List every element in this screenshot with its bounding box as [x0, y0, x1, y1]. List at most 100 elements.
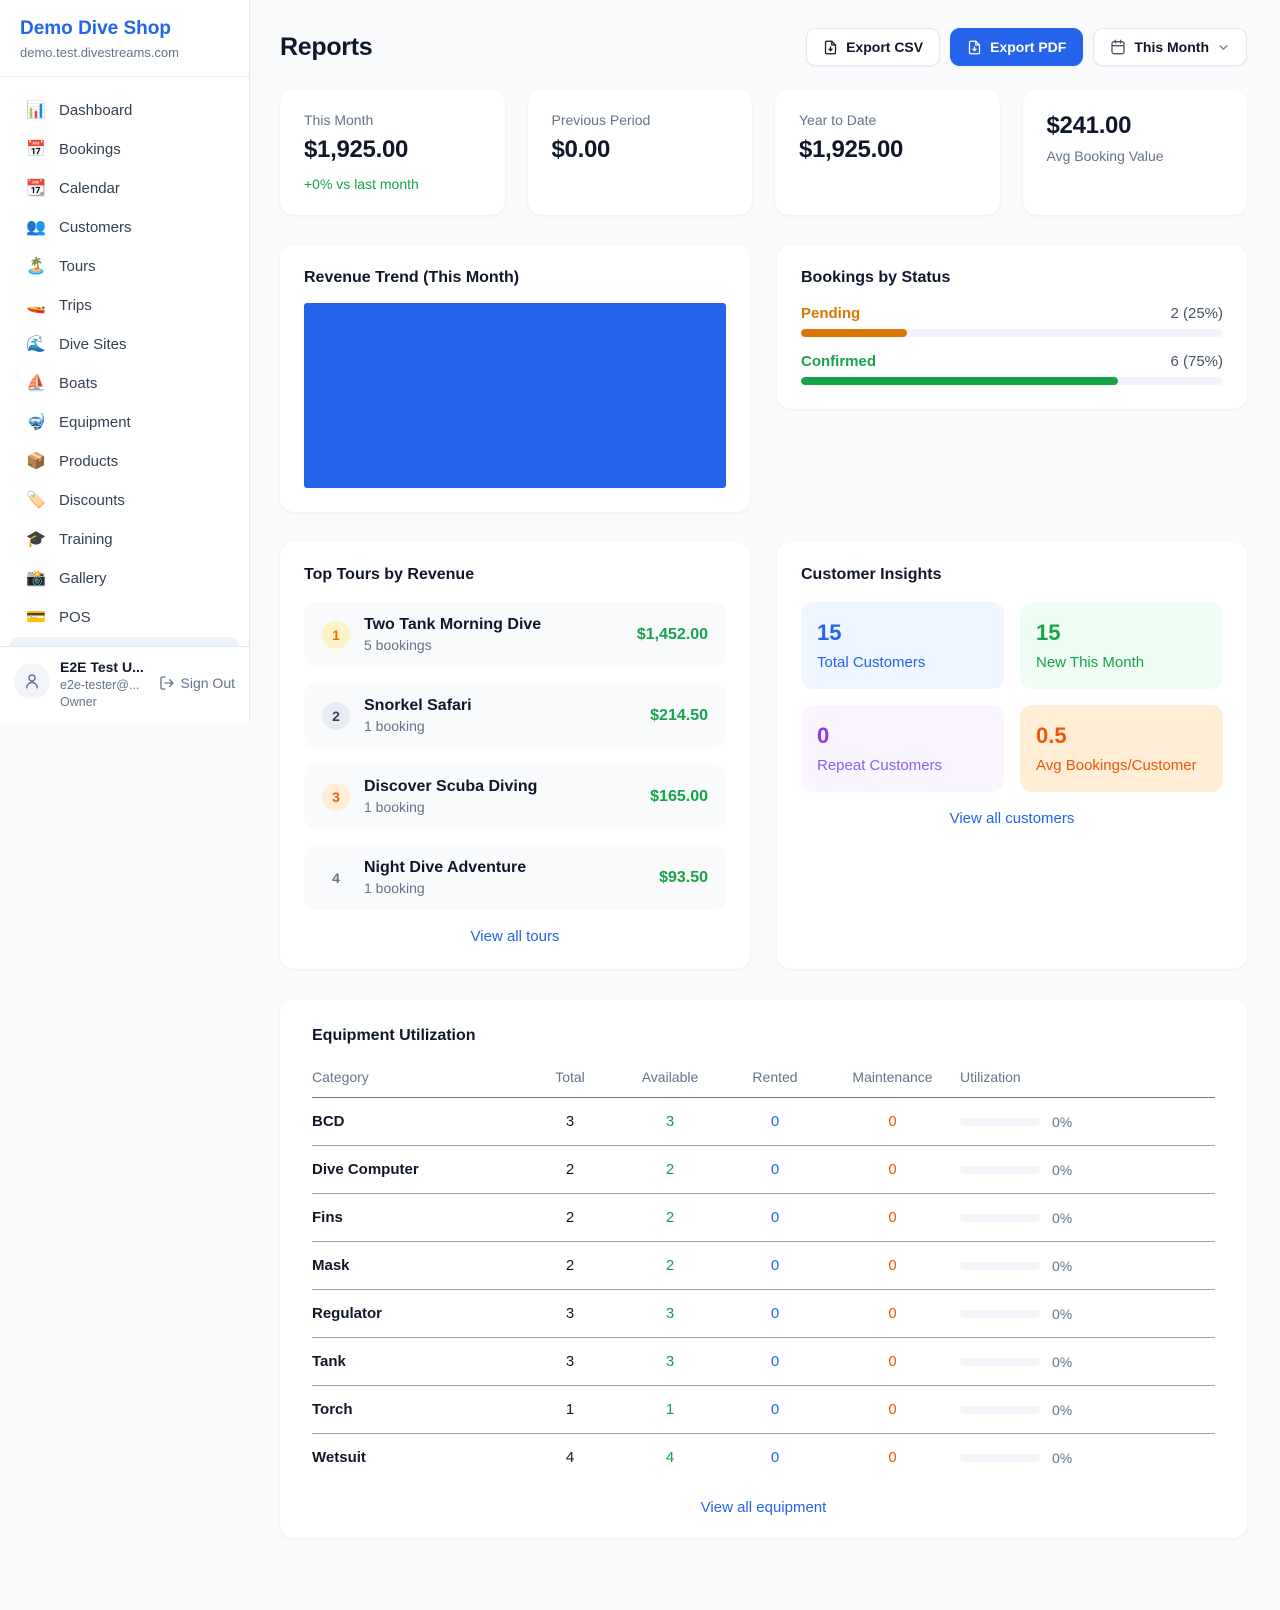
progress-fill [801, 377, 1118, 385]
status-value: 2 (25%) [1170, 305, 1223, 322]
stat-label: Avg Booking Value [1046, 148, 1164, 164]
sidebar-item-gallery[interactable]: 📸 Gallery [10, 559, 239, 598]
column-header: Available [615, 1059, 725, 1098]
sidebar-item-dive-sites[interactable]: 🌊 Dive Sites [10, 325, 239, 364]
sign-out-button[interactable]: Sign Out [159, 675, 235, 691]
sidebar: Demo Dive Shop demo.test.divestreams.com… [0, 0, 250, 723]
chevron-down-icon [1219, 44, 1228, 50]
view-all-tours-link[interactable]: View all tours [470, 928, 560, 945]
sidebar-item-boats[interactable]: ⛵ Boats [10, 364, 239, 403]
sidebar-item-calendar[interactable]: 📆 Calendar [10, 169, 239, 208]
tour-bookings: 1 booking [364, 799, 425, 815]
utilization-bar [960, 1453, 1040, 1462]
rank-badge: 3 [322, 782, 350, 811]
sidebar-item-label: Customers [59, 219, 132, 236]
sidebar-item-customers[interactable]: 👥 Customers [10, 208, 239, 247]
main-content: Reports Export CSV Export PDF This Month… [250, 0, 1280, 1568]
tile-label: Total Customers [817, 654, 926, 671]
diving-mask-icon: 🤿 [26, 413, 46, 431]
view-all-customers-link[interactable]: View all customers [949, 810, 1075, 827]
sidebar-item-label: Dashboard [59, 102, 133, 119]
sidebar-item-reports-partial[interactable] [10, 637, 239, 646]
column-header: Maintenance [825, 1059, 960, 1098]
revenue-trend-title: Revenue Trend (This Month) [304, 269, 520, 286]
revenue-trend-chart [304, 303, 726, 488]
stat-value: $241.00 [1046, 112, 1132, 139]
tour-row: 3 Discover Scuba Diving 1 booking $165.0… [304, 764, 726, 829]
progress-fill [801, 329, 907, 337]
tile-new-this-month: 15 New This Month [1020, 602, 1223, 689]
shop-domain: demo.test.divestreams.com [20, 45, 179, 60]
export-csv-button[interactable]: Export CSV [806, 28, 941, 66]
tour-revenue: $1,452.00 [636, 625, 708, 643]
tile-value: 0.5 [1036, 723, 1067, 748]
export-pdf-button[interactable]: Export PDF [950, 28, 1084, 66]
bookings-by-status-title: Bookings by Status [801, 269, 951, 286]
file-download-icon [968, 40, 981, 54]
calendar-icon [1111, 39, 1126, 55]
tour-name: Snorkel Safari [364, 697, 472, 714]
header-actions: Export CSV Export PDF This Month [806, 28, 1247, 66]
camera-icon: 📸 [26, 569, 46, 587]
user-name: E2E Test U... [60, 659, 144, 675]
table-row: Tank 3 3 0 0 0% [312, 1337, 1215, 1386]
customer-insights-card: Customer Insights 15 Total Customers 15 … [777, 542, 1247, 969]
speedboat-icon: 🚤 [26, 296, 46, 314]
period-select[interactable]: This Month [1093, 28, 1247, 66]
sidebar-item-training[interactable]: 🎓 Training [10, 520, 239, 559]
sidebar-item-dashboard[interactable]: 📊 Dashboard [10, 91, 239, 130]
tour-revenue: $93.50 [659, 868, 708, 886]
tile-value: 15 [817, 620, 842, 645]
sidebar-item-discounts[interactable]: 🏷️ Discounts [10, 481, 239, 520]
stat-value: $0.00 [551, 136, 611, 163]
sign-out-icon [159, 676, 174, 690]
bar-chart-icon: 📊 [26, 101, 46, 119]
users-icon: 👥 [26, 218, 46, 236]
sidebar-item-bookings[interactable]: 📅 Bookings [10, 130, 239, 169]
tour-row: 2 Snorkel Safari 1 booking $214.50 [304, 683, 726, 748]
table-row: Mask 2 2 0 0 0% [312, 1241, 1215, 1290]
sidebar-item-trips[interactable]: 🚤 Trips [10, 286, 239, 325]
user-meta: E2E Test U... e2e-tester@... Owner [60, 659, 149, 711]
tile-avg-bookings: 0.5 Avg Bookings/Customer [1020, 705, 1223, 792]
utilization-bar [960, 1117, 1040, 1126]
tile-label: New This Month [1036, 654, 1145, 671]
utilization-bar [960, 1309, 1040, 1318]
equipment-utilization-title: Equipment Utilization [312, 1027, 476, 1044]
sidebar-item-tours[interactable]: 🏝️ Tours [10, 247, 239, 286]
stat-value: $1,925.00 [799, 136, 904, 163]
table-row: BCD 3 3 0 0 0% [312, 1097, 1215, 1146]
stat-label: Previous Period [551, 112, 651, 128]
rank-badge: 1 [322, 620, 350, 649]
shop-brand[interactable]: Demo Dive Shop demo.test.divestreams.com [0, 0, 249, 77]
tile-label: Repeat Customers [817, 757, 943, 774]
tour-bookings: 1 booking [364, 718, 425, 734]
tour-revenue: $165.00 [650, 787, 708, 805]
status-row-pending: Pending 2 (25%) [801, 305, 1223, 337]
utilization-bar [960, 1213, 1040, 1222]
sidebar-item-label: Gallery [59, 570, 107, 587]
table-row: Regulator 3 3 0 0 0% [312, 1289, 1215, 1338]
export-csv-label: Export CSV [846, 39, 924, 55]
bookings-by-status-card: Bookings by Status Pending 2 (25%) Confi… [777, 245, 1247, 409]
status-label: Confirmed [801, 353, 876, 370]
tile-value: 15 [1036, 620, 1061, 645]
file-download-icon [824, 40, 837, 54]
status-value: 6 (75%) [1170, 353, 1223, 370]
sidebar-item-pos[interactable]: 💳 POS [10, 598, 239, 637]
sign-out-label: Sign Out [180, 675, 235, 691]
tour-list: 1 Two Tank Morning Dive 5 bookings $1,45… [304, 602, 726, 910]
tile-repeat-customers: 0 Repeat Customers [801, 705, 1004, 792]
credit-card-icon: 💳 [26, 608, 46, 626]
status-row-confirmed: Confirmed 6 (75%) [801, 353, 1223, 385]
tearoff-calendar-icon: 📆 [26, 179, 46, 197]
view-all-equipment-link[interactable]: View all equipment [700, 1499, 827, 1516]
stat-value: $1,925.00 [304, 136, 409, 163]
island-icon: 🏝️ [26, 257, 46, 275]
utilization-bar [960, 1261, 1040, 1270]
equipment-utilization-card: Equipment Utilization Category Total Ava… [280, 999, 1247, 1538]
sidebar-item-products[interactable]: 📦 Products [10, 442, 239, 481]
sidebar-item-equipment[interactable]: 🤿 Equipment [10, 403, 239, 442]
sidebar-item-label: Dive Sites [59, 336, 127, 353]
status-label: Pending [801, 305, 861, 322]
